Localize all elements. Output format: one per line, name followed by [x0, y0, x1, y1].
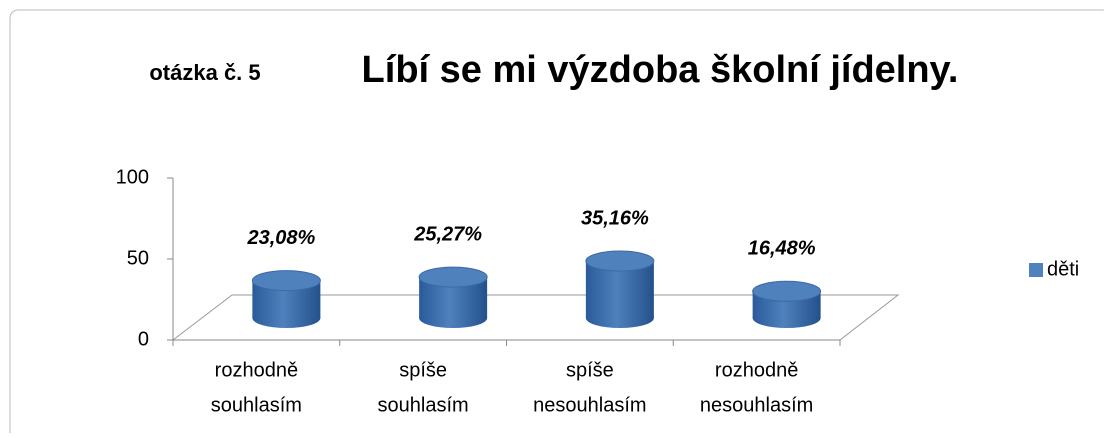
cylinder-top	[251, 270, 321, 292]
x-tick-label: spíše	[399, 359, 447, 381]
legend-label: děti	[1047, 258, 1079, 280]
legend-swatch	[1029, 263, 1043, 277]
y-tick-label: 0	[138, 328, 149, 350]
x-tick-label: rozhodně	[715, 359, 798, 381]
chart-frame	[9, 9, 1104, 438]
cylinder-top	[418, 266, 488, 288]
cylinder-base	[585, 308, 654, 328]
cylinder-base	[752, 308, 821, 328]
x-tick-label: spíše	[566, 359, 614, 381]
x-tick-label: nesouhlasím	[700, 394, 813, 416]
cylinder-top	[752, 280, 822, 302]
x-tick-label: souhlasím	[378, 394, 469, 416]
y-tick-label: 50	[127, 247, 149, 269]
chart-title: Líbí se mi výzdoba školní jídelny.	[362, 49, 959, 91]
x-tick-label: nesouhlasím	[533, 394, 646, 416]
cylinder-base	[419, 308, 488, 328]
value-label: 25,27%	[413, 223, 482, 245]
x-tick-label: rozhodně	[215, 359, 298, 381]
cylinder-top	[585, 250, 655, 272]
y-tick-label: 100	[116, 166, 149, 188]
value-label: 23,08%	[246, 227, 315, 249]
value-label: 16,48%	[748, 238, 816, 260]
chart-subtitle: otázka č. 5	[149, 60, 260, 85]
cylinder-base	[252, 308, 321, 328]
value-label: 35,16%	[581, 207, 649, 229]
x-tick-label: souhlasím	[211, 394, 302, 416]
